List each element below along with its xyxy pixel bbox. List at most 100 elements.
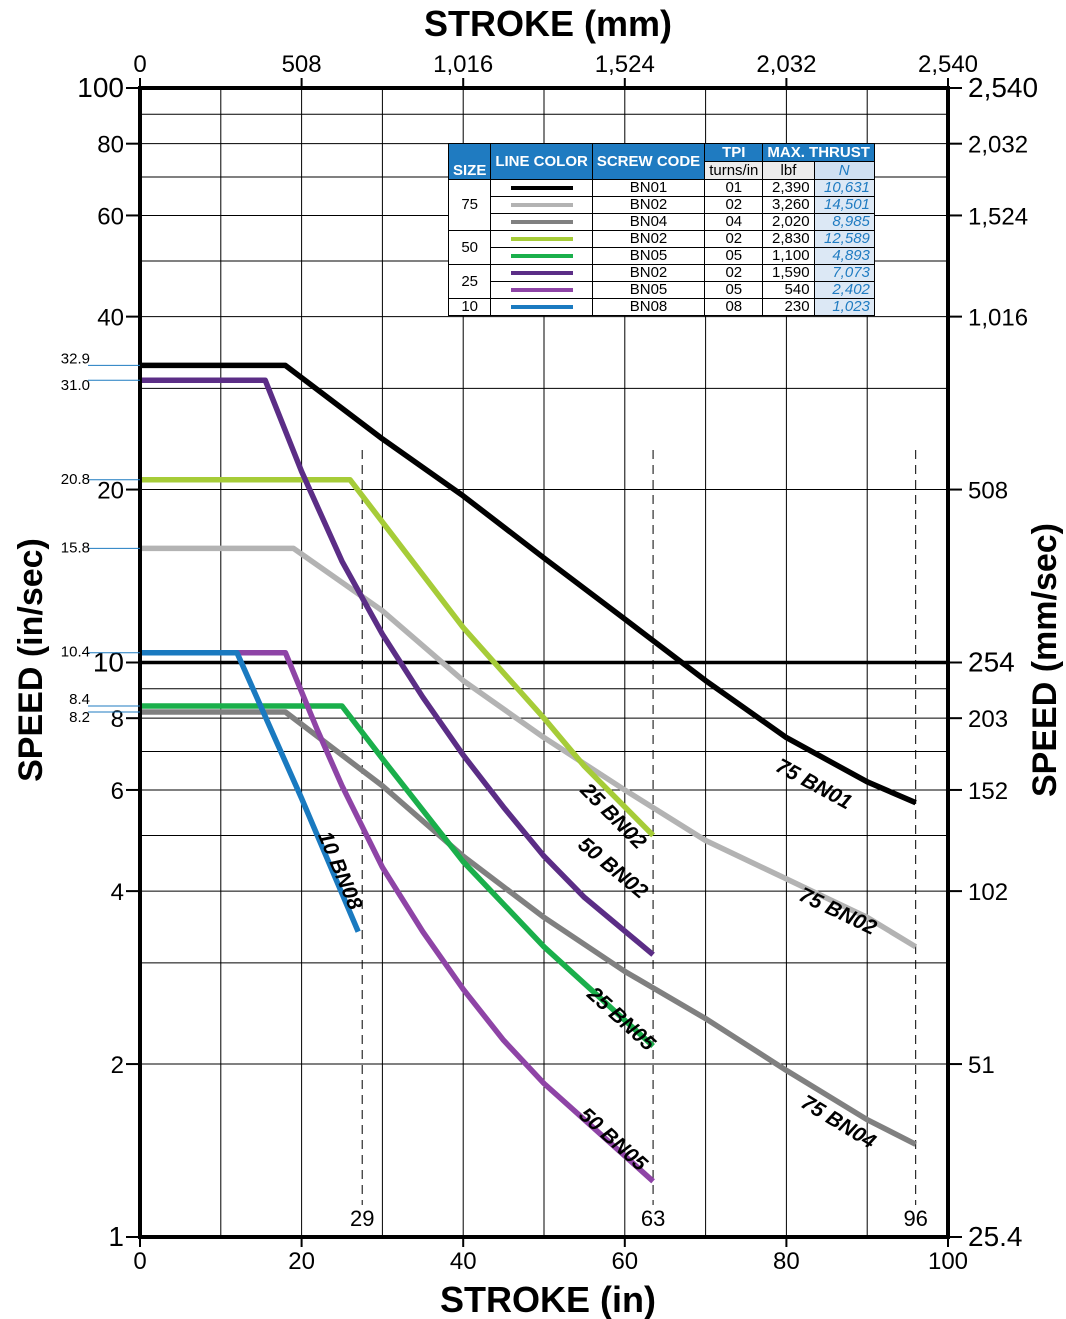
y2-tick-label: 1,524 <box>968 203 1028 230</box>
cell-screw-code: BN02 <box>591 264 706 282</box>
x-axis-title: STROKE (in) <box>440 1279 656 1319</box>
series-line <box>140 477 656 838</box>
table-row: 75 BN01 01 2,390 10,631 <box>447 179 875 231</box>
y-tick-label: 80 <box>97 132 124 159</box>
max-stroke-label: 96 <box>903 1206 927 1231</box>
header-screw-code: SCREW CODE <box>591 143 706 180</box>
x-tick-label: 40 <box>450 1248 477 1275</box>
series-line <box>140 377 655 957</box>
speed-callouts: 32.9 31.0 20.8 15.8 10.4 8.48.2 <box>61 350 140 726</box>
line-color-swatch <box>510 305 573 310</box>
cell-screw-code: BN05 <box>591 281 706 299</box>
series-lines <box>140 362 918 1184</box>
header-tpi-unit: turns/in <box>704 161 764 180</box>
table-row: 25 BN02 02 1,590 7,073 <box>447 264 875 299</box>
cell-screw-code: BN01 <box>591 179 706 197</box>
cell-lbf: 2,020 <box>762 213 815 231</box>
y-axis-title: SPEED (in/sec) <box>12 538 50 782</box>
table-row: BN02 02 3,260 14,501 <box>449 196 875 214</box>
cell-line-color <box>490 196 593 214</box>
y-tick-label: 4 <box>111 879 124 906</box>
x2-tick-label: 508 <box>282 51 322 78</box>
speed-callout-label: 32.9 <box>61 350 90 367</box>
y2-tick-label: 1,016 <box>968 305 1028 332</box>
x-tick-label: 60 <box>611 1248 638 1275</box>
y2-tick-label: 2,032 <box>968 132 1028 159</box>
y-tick-label: 1 <box>108 1221 124 1252</box>
y-tick-label: 60 <box>97 203 124 230</box>
cell-n: 7,073 <box>813 264 875 282</box>
speed-callout-label: 8.4 <box>69 691 90 708</box>
cell-line-color <box>490 179 593 197</box>
speed-callout-label: 8.2 <box>69 709 90 726</box>
cell-lbf: 2,390 <box>762 179 815 197</box>
speed-callout-label: 31.0 <box>61 377 90 394</box>
cell-n: 2,402 <box>813 281 875 299</box>
line-color-swatch <box>510 254 573 259</box>
cell-line-color <box>490 298 593 316</box>
cell-screw-code: BN02 <box>591 230 706 248</box>
cell-lbf: 1,100 <box>762 247 815 265</box>
series-label: 25 BN05 <box>582 982 660 1056</box>
cell-lbf: 540 <box>762 281 815 299</box>
table-row: BN05 05 1,100 4,893 <box>449 247 875 265</box>
line-color-swatch <box>510 288 573 293</box>
x-tick-label: 20 <box>288 1248 315 1275</box>
header-max-thrust: MAX. THRUST <box>762 143 875 162</box>
y2-tick-label: 254 <box>968 647 1015 678</box>
cell-n: 4,893 <box>813 247 875 265</box>
header-tpi: TPI <box>704 143 764 162</box>
cell-tpi: 01 <box>704 179 764 197</box>
y-tick-label: 20 <box>97 478 124 505</box>
y2-tick-label: 508 <box>968 478 1008 505</box>
cell-n: 1,023 <box>813 298 875 316</box>
y2-tick-label: 25.4 <box>968 1221 1023 1252</box>
y-tick-label: 8 <box>111 706 124 733</box>
cell-n: 10,631 <box>813 179 875 197</box>
cell-tpi: 02 <box>704 230 764 248</box>
x-tick-label: 100 <box>928 1248 968 1275</box>
cell-size: 25 <box>447 264 492 299</box>
cell-tpi: 04 <box>704 213 764 231</box>
cell-lbf: 2,830 <box>762 230 815 248</box>
x2-tick-label: 1,524 <box>595 51 655 78</box>
line-color-swatch <box>510 237 573 242</box>
speed-callout-label: 20.8 <box>61 471 90 488</box>
series-label: 75 BN01 <box>772 754 856 814</box>
series-line <box>140 649 655 1184</box>
y-tick-label: 2 <box>111 1052 124 1079</box>
cell-screw-code: BN08 <box>591 298 706 316</box>
max-stroke-label: 63 <box>641 1206 665 1231</box>
axis-ticks: 0020508401,016601,524802,0321002,5401246… <box>77 51 1038 1275</box>
cell-tpi: 02 <box>704 196 764 214</box>
series-label: 10 BN08 <box>313 828 367 914</box>
x2-tick-label: 2,540 <box>918 51 978 78</box>
line-color-swatch <box>510 271 573 276</box>
line-color-swatch <box>510 203 573 208</box>
cell-n: 12,589 <box>813 230 875 248</box>
cell-tpi: 08 <box>704 298 764 316</box>
line-color-swatch <box>510 186 573 191</box>
x2-axis-title: STROKE (mm) <box>424 3 672 44</box>
y-tick-label: 10 <box>93 647 124 678</box>
y-tick-label: 6 <box>111 778 124 805</box>
table-row: BN05 05 540 2,402 <box>449 281 875 299</box>
y-tick-label: 40 <box>97 305 124 332</box>
cell-line-color <box>490 264 593 282</box>
y2-tick-label: 152 <box>968 778 1008 805</box>
y2-tick-label: 51 <box>968 1052 995 1079</box>
cell-tpi: 02 <box>704 264 764 282</box>
screw-spec-table: SIZE LINE COLOR SCREW CODE TPI MAX. THRU… <box>447 143 875 316</box>
table-row: 50 BN02 02 2,830 12,589 <box>447 230 875 265</box>
x2-tick-label: 0 <box>133 51 146 78</box>
series-line <box>140 362 917 806</box>
cell-lbf: 3,260 <box>762 196 815 214</box>
max-stroke-label: 29 <box>350 1206 374 1231</box>
series-line <box>140 649 361 933</box>
cell-screw-code: BN02 <box>591 196 706 214</box>
table-row: 10 BN08 08 230 1,023 <box>447 298 875 316</box>
cell-lbf: 230 <box>762 298 815 316</box>
cell-line-color <box>490 247 593 265</box>
speed-callout-label: 10.4 <box>61 644 90 661</box>
